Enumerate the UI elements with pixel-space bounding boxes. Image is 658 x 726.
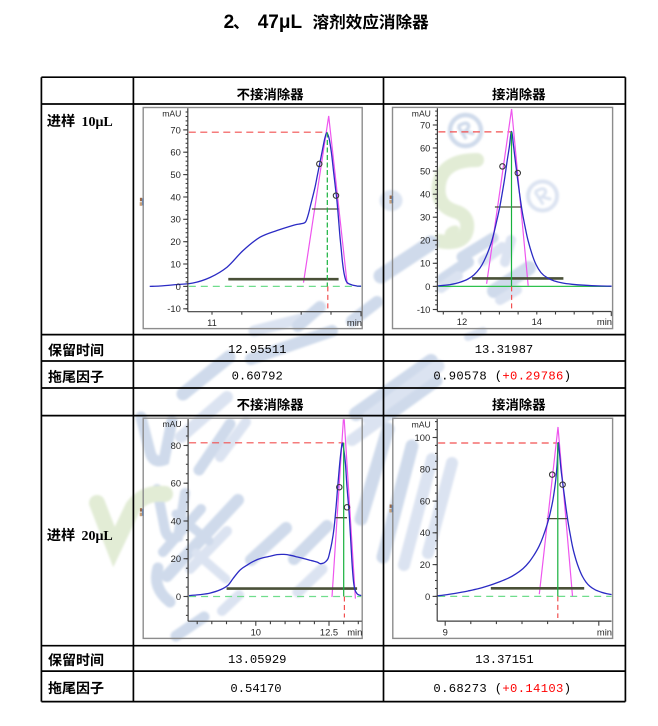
svg-text:40: 40 <box>170 191 180 202</box>
svg-text:13.37151: 13.37151 <box>475 653 534 667</box>
svg-text:12.5: 12.5 <box>320 627 338 638</box>
svg-text:min: min <box>597 316 612 327</box>
svg-text:0: 0 <box>425 281 430 292</box>
svg-text:13.31987: 13.31987 <box>475 343 534 357</box>
svg-text:mAU: mAU <box>162 419 181 429</box>
svg-text:min: min <box>347 627 362 638</box>
svg-text:mAU: mAU <box>162 109 181 119</box>
svg-text:20: 20 <box>420 235 430 246</box>
svg-text:13.05929: 13.05929 <box>228 653 287 667</box>
svg-text:40: 40 <box>420 527 430 538</box>
svg-text:12.95511: 12.95511 <box>228 343 287 357</box>
svg-text:40: 40 <box>171 515 181 526</box>
svg-text:100: 100 <box>415 432 431 443</box>
svg-text:0.60792: 0.60792 <box>232 369 283 383</box>
svg-text:80: 80 <box>420 464 430 475</box>
svg-text:0.68273 (+0.14103): 0.68273 (+0.14103) <box>433 682 571 696</box>
svg-text:0.90578 (+0.29786): 0.90578 (+0.29786) <box>433 369 571 383</box>
svg-text:20μL: 20μL <box>82 529 113 544</box>
svg-text:60: 60 <box>170 147 180 158</box>
svg-text:2: 2 <box>224 12 235 33</box>
svg-text:0: 0 <box>425 591 430 602</box>
svg-text:0: 0 <box>176 591 181 602</box>
svg-text:20: 20 <box>171 553 181 564</box>
svg-text:50: 50 <box>170 169 180 180</box>
svg-text:mAU: mAU <box>412 108 431 118</box>
svg-text:30: 30 <box>420 212 430 223</box>
svg-text:14: 14 <box>532 316 542 327</box>
svg-text:min: min <box>597 627 612 638</box>
svg-text:80: 80 <box>171 440 181 451</box>
svg-text:min: min <box>347 317 362 328</box>
svg-text:20: 20 <box>170 236 180 247</box>
svg-text:70: 70 <box>420 119 430 130</box>
svg-text:10: 10 <box>251 627 261 638</box>
svg-text:-10: -10 <box>417 304 431 315</box>
svg-text:50: 50 <box>420 166 430 177</box>
svg-text:-10: -10 <box>167 303 181 314</box>
svg-text:9: 9 <box>443 627 448 638</box>
svg-text:10: 10 <box>420 258 430 269</box>
svg-text:11: 11 <box>207 317 217 328</box>
svg-text:60: 60 <box>420 496 430 507</box>
svg-text:mAU: mAU <box>412 419 431 429</box>
svg-text:20: 20 <box>420 559 430 570</box>
svg-text:60: 60 <box>171 478 181 489</box>
svg-text:10μL: 10μL <box>82 115 113 130</box>
svg-text:70: 70 <box>170 124 180 135</box>
svg-text:60: 60 <box>420 142 430 153</box>
svg-text:40: 40 <box>420 189 430 200</box>
svg-text:12: 12 <box>457 316 467 327</box>
svg-text:30: 30 <box>170 214 180 225</box>
svg-text:0.54170: 0.54170 <box>230 682 281 696</box>
svg-text:10: 10 <box>170 258 180 269</box>
svg-text:47μL: 47μL <box>258 12 303 33</box>
svg-text:0: 0 <box>176 281 181 292</box>
